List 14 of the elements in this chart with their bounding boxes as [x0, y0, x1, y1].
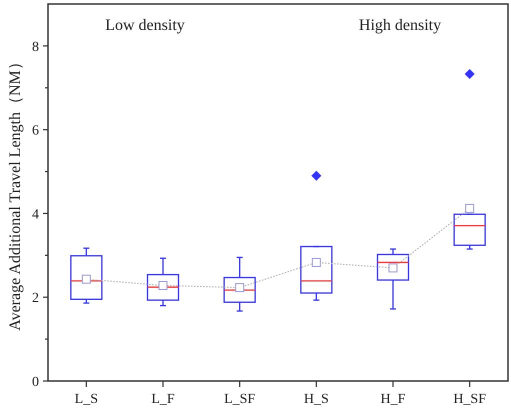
x-tick-label: L_S	[74, 392, 98, 407]
y-tick-label: 0	[32, 374, 39, 390]
y-tick-label: 6	[32, 124, 39, 139]
y-tick-label: 2	[32, 291, 39, 306]
y-tick-label: 4	[32, 207, 39, 222]
x-tick-label: L_F	[151, 392, 175, 407]
x-tick-label: L_SF	[224, 392, 256, 407]
x-tick-label: H_F	[380, 392, 406, 407]
x-tick-label: H_SF	[453, 392, 486, 407]
annotation: High density	[358, 17, 442, 34]
x-tick-label: H_S	[304, 392, 329, 407]
annotation: Low density	[105, 17, 185, 34]
y-axis-title: Average Additional Travel Length（NM）	[7, 54, 24, 331]
y-tick-label: 8	[32, 40, 39, 55]
